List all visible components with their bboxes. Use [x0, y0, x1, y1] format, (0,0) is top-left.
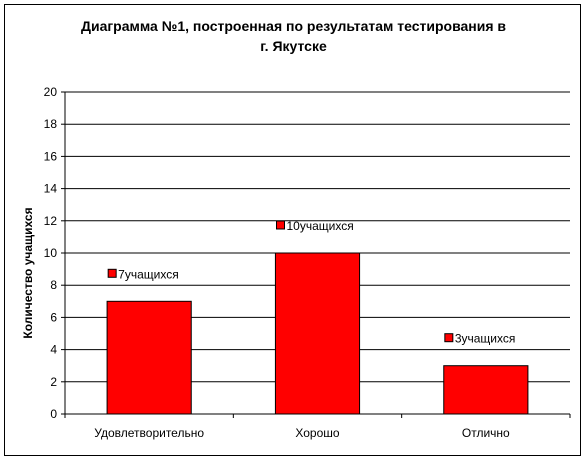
y-tick-label: 14: [44, 182, 58, 196]
x-axis-categories: Удовлетворительно Хорошо Отлично: [64, 414, 571, 440]
data-label: 7учащихся: [118, 267, 179, 281]
bar: [443, 365, 529, 415]
data-label-marker: [276, 220, 285, 230]
y-tick-label: 10: [44, 246, 58, 260]
y-tick-label: 8: [50, 278, 57, 292]
y-tick-label: 0: [50, 407, 57, 421]
y-tick-label: 18: [44, 117, 58, 131]
chart-title-line-2: г. Якутске: [260, 38, 327, 54]
chart-title: Диаграмма №1, построенная по результатам…: [0, 16, 587, 56]
y-tick-label: 2: [50, 375, 57, 389]
bars: [106, 252, 529, 415]
y-axis-ticks: 0 2 4 6 8 10 12 14 16 18 20: [44, 85, 65, 421]
data-label-marker: [444, 333, 454, 343]
y-tick-label: 4: [50, 343, 57, 357]
x-category-label: Хорошо: [295, 426, 340, 440]
x-category-label: Отлично: [462, 426, 510, 440]
chart-title-line-1: Диаграмма №1, построенная по результатам…: [80, 18, 507, 34]
bar: [274, 252, 361, 415]
data-label: 10учащихся: [287, 219, 354, 233]
x-category-label: Удовлетворительно: [94, 426, 204, 440]
data-label: 3учащихся: [455, 332, 516, 346]
data-labels: 7учащихся 10учащихся 3учащихся: [107, 219, 516, 346]
bar: [106, 300, 192, 415]
y-tick-label: 20: [44, 85, 58, 99]
data-label-marker: [107, 268, 117, 278]
y-axis-label: Количество учащихся: [21, 207, 35, 338]
y-tick-label: 16: [44, 149, 58, 163]
y-tick-label: 12: [44, 214, 58, 228]
y-tick-label: 6: [50, 310, 57, 324]
